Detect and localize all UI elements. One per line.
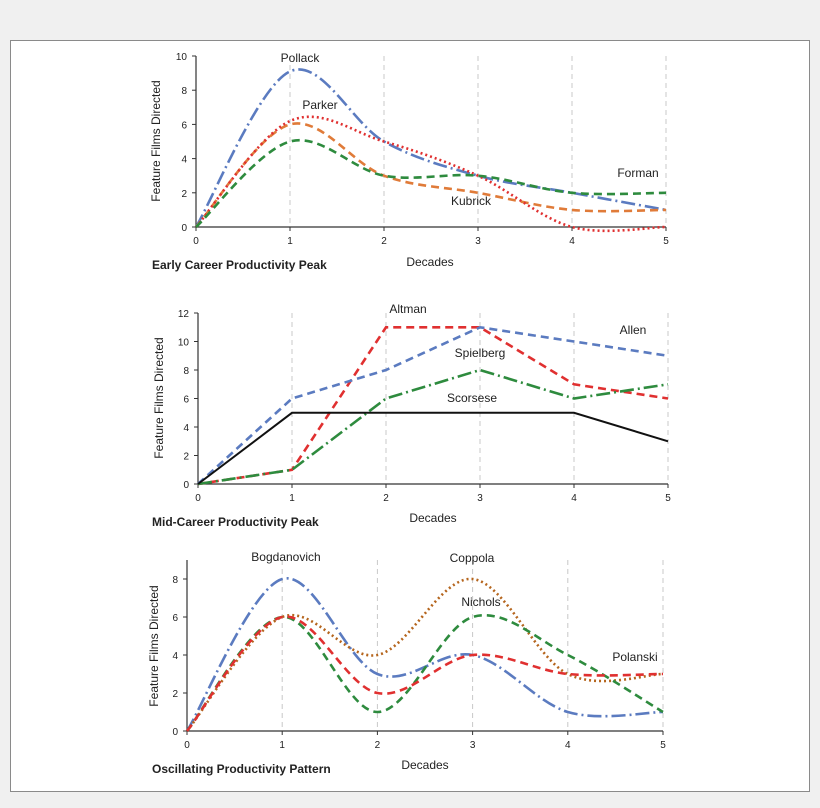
series-line-forman [195,138,667,228]
figure-frame [10,40,810,792]
series-line-allen [197,325,669,485]
y-tick-label: 2 [183,452,189,463]
y-tick-label: 10 [176,52,188,63]
series-label-forman: Forman [617,166,658,180]
chart-title: Mid-Career Productivity Peak [152,515,319,529]
chart-3: 0 1 2 3 4 5 0 2 4 6 8 Feature Films Directed Decades… [147,550,666,776]
y-tick-label: 6 [181,120,187,131]
series-label-pollack: Pollack [281,51,321,65]
series-line-parker [195,122,667,228]
x-tick-label: 0 [184,740,190,751]
series-label-bogdanovich: Bogdanovich [251,550,320,564]
y-axis-title: Feature Films Directed [147,585,161,706]
y-tick-label: 0 [183,480,189,491]
y-tick-label: 4 [183,423,189,434]
x-tick-label: 2 [381,236,387,247]
y-tick-label: 4 [181,155,187,166]
series-label-polanski: Polanski [612,650,657,664]
y-tick-label: 8 [183,366,189,377]
x-tick-label: 4 [571,493,577,504]
y-tick-label: 0 [181,223,187,234]
y-tick-label: 6 [172,613,178,624]
series-line-altman [197,326,669,486]
chart-1: 0 1 2 3 4 5 0 2 4 6 8 10 Feature Films Directed Decad… [149,51,669,272]
x-tick-label: 5 [660,740,666,751]
x-axis-title: Decades [406,255,453,269]
series-line-kubrick [195,115,667,233]
y-axis-title: Feature Films Directed [152,337,166,458]
x-tick-label: 1 [287,236,293,247]
series-label-scorsese: Scorsese [447,391,497,405]
series-line-scorsese [197,411,669,485]
y-tick-label: 8 [172,575,178,586]
x-tick-label: 5 [663,236,669,247]
series-label-parker: Parker [302,98,337,112]
y-tick-label: 6 [183,395,189,406]
y-tick-label: 0 [172,727,178,738]
series-line-pollack [194,68,667,228]
x-tick-label: 3 [470,740,476,751]
x-tick-label: 0 [193,236,199,247]
x-tick-label: 2 [375,740,381,751]
y-axis-title: Feature Films Directed [149,80,163,201]
x-tick-label: 4 [569,236,575,247]
series-label-nichols: Nichols [461,595,500,609]
x-axis-title: Decades [401,758,448,772]
series-label-kubrick: Kubrick [451,194,492,208]
series-label-coppola: Coppola [450,551,495,565]
series-line-spielberg [197,368,669,486]
x-tick-label: 3 [475,236,481,247]
series-label-altman: Altman [389,302,426,316]
series-line-bogdanovich [185,577,664,732]
y-tick-label: 12 [178,309,190,320]
x-tick-label: 1 [279,740,285,751]
chart-title: Oscillating Productivity Pattern [152,762,331,776]
y-tick-label: 8 [181,86,187,97]
x-tick-label: 5 [665,493,671,504]
x-tick-label: 1 [289,493,295,504]
x-tick-label: 2 [383,493,389,504]
x-tick-label: 4 [565,740,571,751]
series-label-spielberg: Spielberg [455,346,506,360]
y-tick-label: 2 [172,689,178,700]
chart-title: Early Career Productivity Peak [152,258,327,272]
y-tick-label: 4 [172,651,178,662]
series-line-polanski [186,615,664,732]
series-label-allen: Allen [620,323,647,337]
x-tick-label: 3 [477,493,483,504]
y-tick-label: 2 [181,189,187,200]
x-axis-title: Decades [409,511,456,525]
x-tick-label: 0 [195,493,201,504]
y-tick-label: 10 [178,338,190,349]
